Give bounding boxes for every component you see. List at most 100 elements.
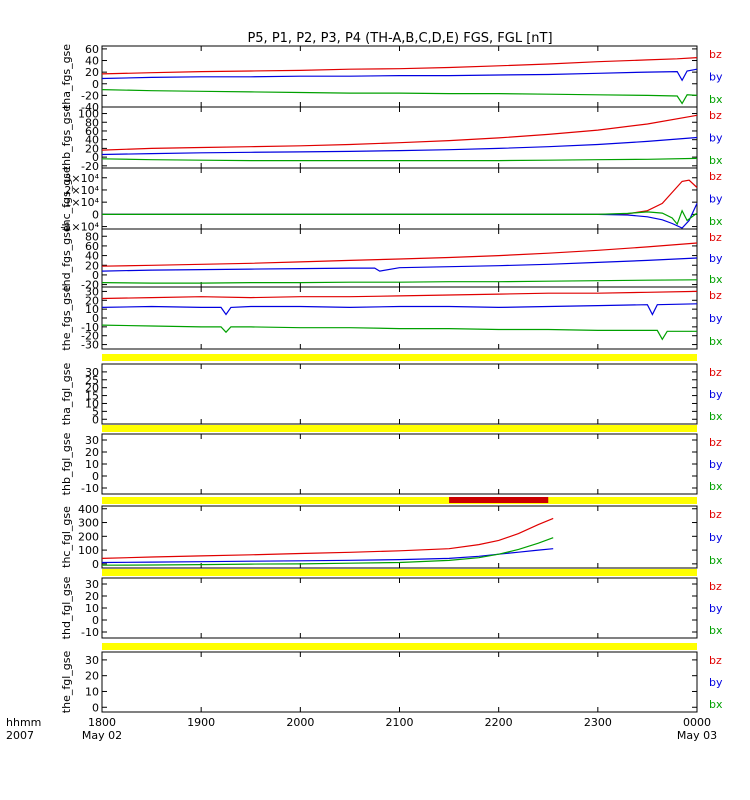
- tha_fgl_gse-legend-by: by: [709, 388, 723, 401]
- thc_fgs_gse-ytick-label: 0: [92, 208, 99, 221]
- the_fgs_gse-ytick-label: 20: [85, 294, 99, 307]
- thc_fgs_gse-ytick-label: 2×10⁴: [64, 184, 99, 197]
- tha_fgl_gse-ytick-label: 20: [85, 382, 99, 395]
- thc_fgl_gse-ytick-label: 400: [78, 503, 99, 516]
- thc_fgl_gse-ylabel: thc_fgl_gse: [60, 506, 73, 568]
- thb_fgs_gse-frame: [101, 106, 698, 169]
- thd_fgs_gse-ytick-label: 20: [85, 259, 99, 272]
- thd_fgl_gse-frame: [101, 577, 698, 639]
- thc_fgl_gse-series-bz: [101, 517, 554, 559]
- thc_fgl_gse-ytick-label: 200: [78, 530, 99, 543]
- thb_fgs_gse-series-bx: [101, 157, 698, 162]
- the_fgl_gse-legend-by: by: [709, 676, 723, 689]
- thc_fgs_gse-legend-by: by: [709, 193, 723, 206]
- thc_fgl_gse-ytick-label: 300: [78, 517, 99, 530]
- thd_fgs_gse-ytick-label: 80: [85, 230, 99, 243]
- tha_fgl_gse-ytick-label: 30: [85, 366, 99, 379]
- thc_fgs_gse-ytick-label: -1×10⁴: [60, 221, 99, 234]
- thd_fgs_gse-legend-by: by: [709, 252, 723, 265]
- the_fgs_gse-ytick-label: 30: [85, 285, 99, 298]
- thc_fgs_gse-series-bx: [102, 209, 698, 226]
- thd_fgs_gse-series-bz: [101, 242, 698, 267]
- thb_fgs_gse-ytick-label: 60: [85, 125, 99, 138]
- thd_fgs_gse-legend-bz: bz: [709, 231, 722, 244]
- thd_fgl_gse-ytick-label: 20: [85, 590, 99, 603]
- tha_fgs_gse-ytick-label: 60: [85, 43, 99, 56]
- thb_fgs_gse-series-by: [101, 136, 698, 156]
- the_fgl_gse-ylabel: the_fgl_gse: [60, 651, 73, 714]
- tha_fgs_gse-legend-bz: bz: [709, 48, 722, 61]
- tha_fgs_gse-ylabel: tha_fgs_gse: [60, 44, 73, 109]
- thc_fgl_gse-series-bx: [101, 537, 554, 566]
- thd_fgl_gse-legend-bx: bx: [709, 624, 723, 637]
- thb_fgl_gse-ytick-label: 10: [85, 458, 99, 471]
- thd_fgs_gse-legend-bx: bx: [709, 273, 723, 286]
- the_fgs_gse-ytick-label: -10: [81, 321, 99, 334]
- thd_fgl_gse-legend-by: by: [709, 602, 723, 615]
- thc_fgs_gse-ylabel: thc_fgs_gse: [60, 166, 73, 231]
- thb_fgs_gse-ytick-label: 100: [78, 108, 99, 121]
- thb_fgs_gse-ytick-label: 80: [85, 116, 99, 129]
- the_fgs_gse-legend-bx: bx: [709, 335, 723, 348]
- tha_fgl_gse-ytick-label: 15: [85, 390, 99, 403]
- tha_fgs_gse-series-bx: [101, 89, 698, 105]
- thb_fgl_gse-frame: [101, 433, 698, 495]
- thd_fgs_gse-ytick-label: -20: [81, 279, 99, 292]
- thd_fgl_gse-ylabel: thd_fgl_gse: [60, 576, 73, 639]
- thd_fgl_gse-legend-bz: bz: [709, 580, 722, 593]
- the_fgs_gse-ytick-label: 0: [92, 312, 99, 325]
- thb_fgs_gse-legend-bx: bx: [709, 154, 723, 167]
- thd_fgs_gse-ytick-label: 40: [85, 250, 99, 263]
- thd_fgs_gse-series-bx: [101, 279, 698, 284]
- thd_fgs_gse-frame: [101, 228, 698, 288]
- thb_fgl_gse-ytick-label: -10: [81, 482, 99, 495]
- time-tick-label: 1800: [88, 716, 116, 729]
- tha_fgs_gse-ytick-label: 40: [85, 55, 99, 68]
- thc_fgl_gse-frame: [101, 505, 698, 569]
- the_fgl_gse-ytick-label: 20: [85, 670, 99, 683]
- tha_fgs_gse-series-bz: [101, 57, 698, 75]
- the_fgs_gse-ytick-label: -30: [81, 339, 99, 352]
- thd_fgl_gse-ytick-label: 30: [85, 578, 99, 591]
- thd_fgs_gse-ytick-label: 60: [85, 240, 99, 253]
- time-tick-label: 2000: [286, 716, 314, 729]
- tha_fgl_gse-ytick-label: 0: [92, 413, 99, 426]
- thb_fgs_gse-legend-bz: bz: [709, 109, 722, 122]
- thb_fgs_gse-series-bz: [101, 114, 698, 151]
- the_fgs_gse-legend-by: by: [709, 312, 723, 325]
- thc_fgl_gse-series-by: [101, 548, 554, 564]
- thd_fgs_gse-ylabel: thd_fgs_gse: [60, 225, 73, 291]
- thc_fgl_gse-ytick-label: 100: [78, 544, 99, 557]
- the_fgl_gse-ytick-label: 30: [85, 654, 99, 667]
- the_fgl_gse-availability-bar: [102, 643, 697, 650]
- the_fgl_gse-ytick-label: 0: [92, 701, 99, 714]
- thb_fgs_gse-ytick-label: 0: [92, 151, 99, 164]
- the_fgl_gse-ytick-label: 10: [85, 685, 99, 698]
- thb_fgs_gse-ytick-label: 20: [85, 142, 99, 155]
- tha_fgs_gse-ytick-label: 20: [85, 66, 99, 79]
- tha_fgl_gse-ylabel: tha_fgl_gse: [60, 363, 73, 426]
- the_fgs_gse-series-bx: [101, 324, 697, 341]
- thd_fgl_gse-ytick-label: 0: [92, 614, 99, 627]
- the_fgs_gse-ytick-label: -20: [81, 330, 99, 343]
- thc_fgs_gse-frame: [101, 167, 698, 230]
- thb_fgl_gse-ytick-label: 0: [92, 470, 99, 483]
- the_fgl_gse-legend-bz: bz: [709, 654, 722, 667]
- thb_fgl_gse-legend-by: by: [709, 458, 723, 471]
- tha_fgl_gse-legend-bx: bx: [709, 410, 723, 423]
- the_fgs_gse-ylabel: the_fgs_gse: [60, 285, 73, 350]
- thb_fgs_gse-ytick-label: 40: [85, 134, 99, 147]
- tha_fgl_gse-ytick-label: 25: [85, 374, 99, 387]
- time-axis-label-hhmm: hhmm: [6, 716, 41, 729]
- thb_fgl_gse-ytick-label: 30: [85, 434, 99, 447]
- the_fgs_gse-legend-bz: bz: [709, 289, 722, 302]
- thd_fgs_gse-series-by: [101, 257, 698, 272]
- thc_fgl_gse-legend-bx: bx: [709, 554, 723, 567]
- thd_fgl_gse-ytick-label: 10: [85, 602, 99, 615]
- time-tick-label: 2100: [386, 716, 414, 729]
- time-tick-label: 2200: [485, 716, 513, 729]
- tha_fgl_gse-availability-bar: [102, 354, 697, 361]
- thc_fgl_gse-availability-bar-red: [449, 497, 549, 503]
